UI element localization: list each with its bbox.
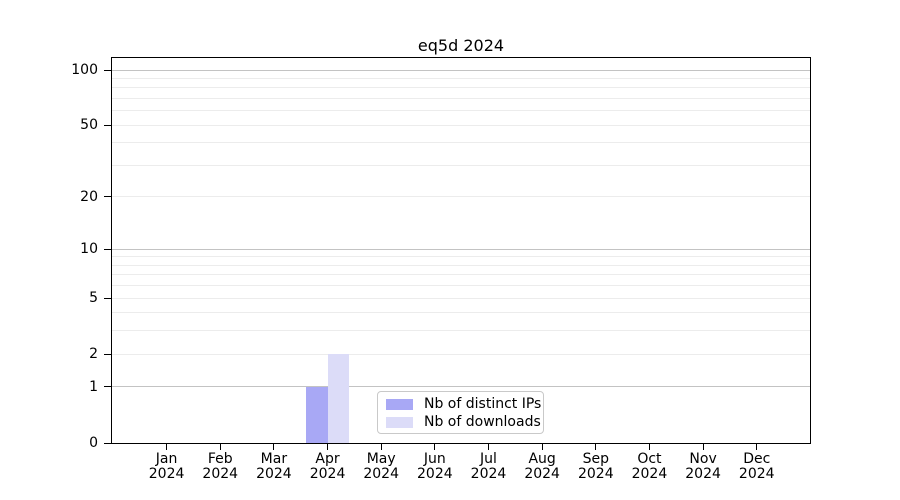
chart-title: eq5d 2024 (417, 36, 505, 55)
legend-item-distinct-ips: Nb of distinct IPs (386, 397, 543, 411)
gridline-minor-40 (112, 142, 810, 144)
gridline-minor-9 (112, 256, 810, 258)
x-tick-mark-may-2024 (380, 444, 382, 450)
x-tick-label-nov-2024: Nov 2024 (685, 451, 721, 482)
x-tick-mark-dec-2024 (756, 444, 758, 450)
legend-swatch-downloads (386, 416, 413, 428)
x-tick-label-jun-2024: Jun 2024 (417, 451, 453, 482)
legend-label-downloads: Nb of downloads (424, 414, 541, 430)
legend-item-downloads: Nb of downloads (386, 415, 543, 429)
gridline-minor-90 (112, 77, 810, 79)
x-tick-label-may-2024: May 2024 (363, 451, 399, 482)
x-tick-label-feb-2024: Feb 2024 (202, 451, 239, 482)
x-tick-label-jan-2024: Jan 2024 (148, 451, 185, 482)
x-tick-label-sep-2024: Sep 2024 (577, 451, 614, 482)
y-tick-mark-2 (104, 353, 111, 355)
x-tick-mark-nov-2024 (702, 444, 704, 450)
x-tick-mark-jul-2024 (488, 444, 489, 450)
x-tick-mark-sep-2024 (595, 444, 597, 450)
gridline-major-1 (112, 386, 810, 388)
y-tick-mark-5 (104, 297, 111, 299)
y-tick-label-5: 5 (89, 290, 98, 307)
y-tick-label-50: 50 (80, 117, 98, 134)
gridline-minor-30 (112, 164, 810, 166)
x-tick-mark-jan-2024 (166, 444, 168, 450)
y-tick-mark-50 (104, 124, 111, 126)
bar-nb-of-distinct-ips-apr-2024 (306, 386, 328, 443)
legend-swatch-distinct-ips (386, 398, 413, 410)
gridline-minor-6 (112, 285, 810, 287)
gridline-minor-50 (112, 124, 810, 126)
y-tick-mark-0 (104, 442, 111, 444)
x-tick-label-aug-2024: Aug 2024 (524, 451, 560, 482)
x-tick-label-dec-2024: Dec 2024 (738, 451, 775, 482)
bar-nb-of-downloads-apr-2024 (327, 354, 350, 443)
gridline-minor-60 (112, 110, 810, 112)
y-tick-mark-20 (104, 196, 111, 198)
gridline-minor-3 (112, 330, 810, 332)
x-tick-mark-jun-2024 (434, 444, 436, 450)
legend: Nb of distinct IPs Nb of downloads (377, 391, 544, 434)
y-tick-mark-10 (104, 248, 111, 250)
x-tick-mark-aug-2024 (541, 444, 543, 450)
y-tick-label-20: 20 (80, 188, 98, 205)
y-tick-label-100: 100 (71, 62, 98, 78)
legend-label-distinct-ips: Nb of distinct IPs (424, 396, 542, 412)
y-tick-label-2: 2 (89, 346, 98, 363)
y-tick-label-0: 0 (89, 435, 98, 451)
x-tick-mark-feb-2024 (219, 444, 221, 450)
gridline-minor-7 (112, 274, 810, 276)
x-tick-mark-mar-2024 (273, 444, 275, 450)
x-tick-label-jul-2024: Jul 2024 (470, 451, 507, 482)
gridline-major-100 (112, 69, 810, 71)
x-tick-mark-oct-2024 (648, 444, 650, 450)
x-tick-label-mar-2024: Mar 2024 (256, 451, 292, 482)
plot-area (111, 57, 811, 444)
y-tick-label-1: 1 (89, 378, 98, 395)
gridline-minor-4 (112, 312, 810, 314)
y-tick-mark-100 (104, 69, 111, 71)
y-tick-mark-1 (104, 386, 111, 388)
gridline-major-10 (112, 248, 810, 250)
gridlines-layer (112, 58, 810, 443)
x-tick-mark-apr-2024 (327, 444, 329, 450)
gridline-minor-20 (112, 196, 810, 198)
gridline-minor-2 (112, 353, 810, 355)
bars-layer (112, 58, 810, 443)
gridline-minor-70 (112, 97, 810, 99)
y-tick-label-10: 10 (80, 241, 98, 258)
gridline-minor-5 (112, 297, 810, 299)
x-tick-label-apr-2024: Apr 2024 (309, 451, 346, 482)
gridline-minor-8 (112, 264, 810, 266)
gridline-minor-80 (112, 87, 810, 89)
x-tick-label-oct-2024: Oct 2024 (631, 451, 668, 482)
